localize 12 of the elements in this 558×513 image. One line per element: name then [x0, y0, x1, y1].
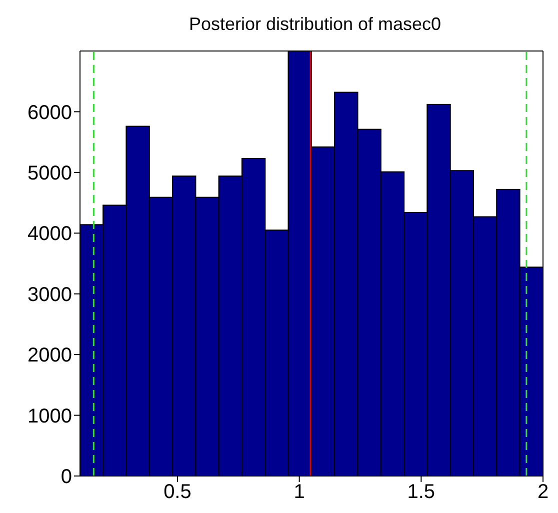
- y-tick-label: 1000: [28, 405, 72, 428]
- x-tick-label: 1: [294, 481, 305, 504]
- y-tick-label: 6000: [28, 102, 72, 124]
- x-tick-label: 0.5: [164, 481, 192, 504]
- x-tick-label: 2: [537, 481, 549, 504]
- y-tick-label: 5000: [28, 162, 72, 185]
- y-tick-label: 3000: [28, 284, 72, 306]
- y-tick-label: 0: [60, 466, 72, 488]
- chart-title: Posterior distribution of masec0: [188, 13, 442, 36]
- y-tick-label: 4000: [28, 223, 72, 246]
- y-tick-label: 2000: [28, 344, 72, 367]
- x-tick-label: 1.5: [407, 481, 436, 504]
